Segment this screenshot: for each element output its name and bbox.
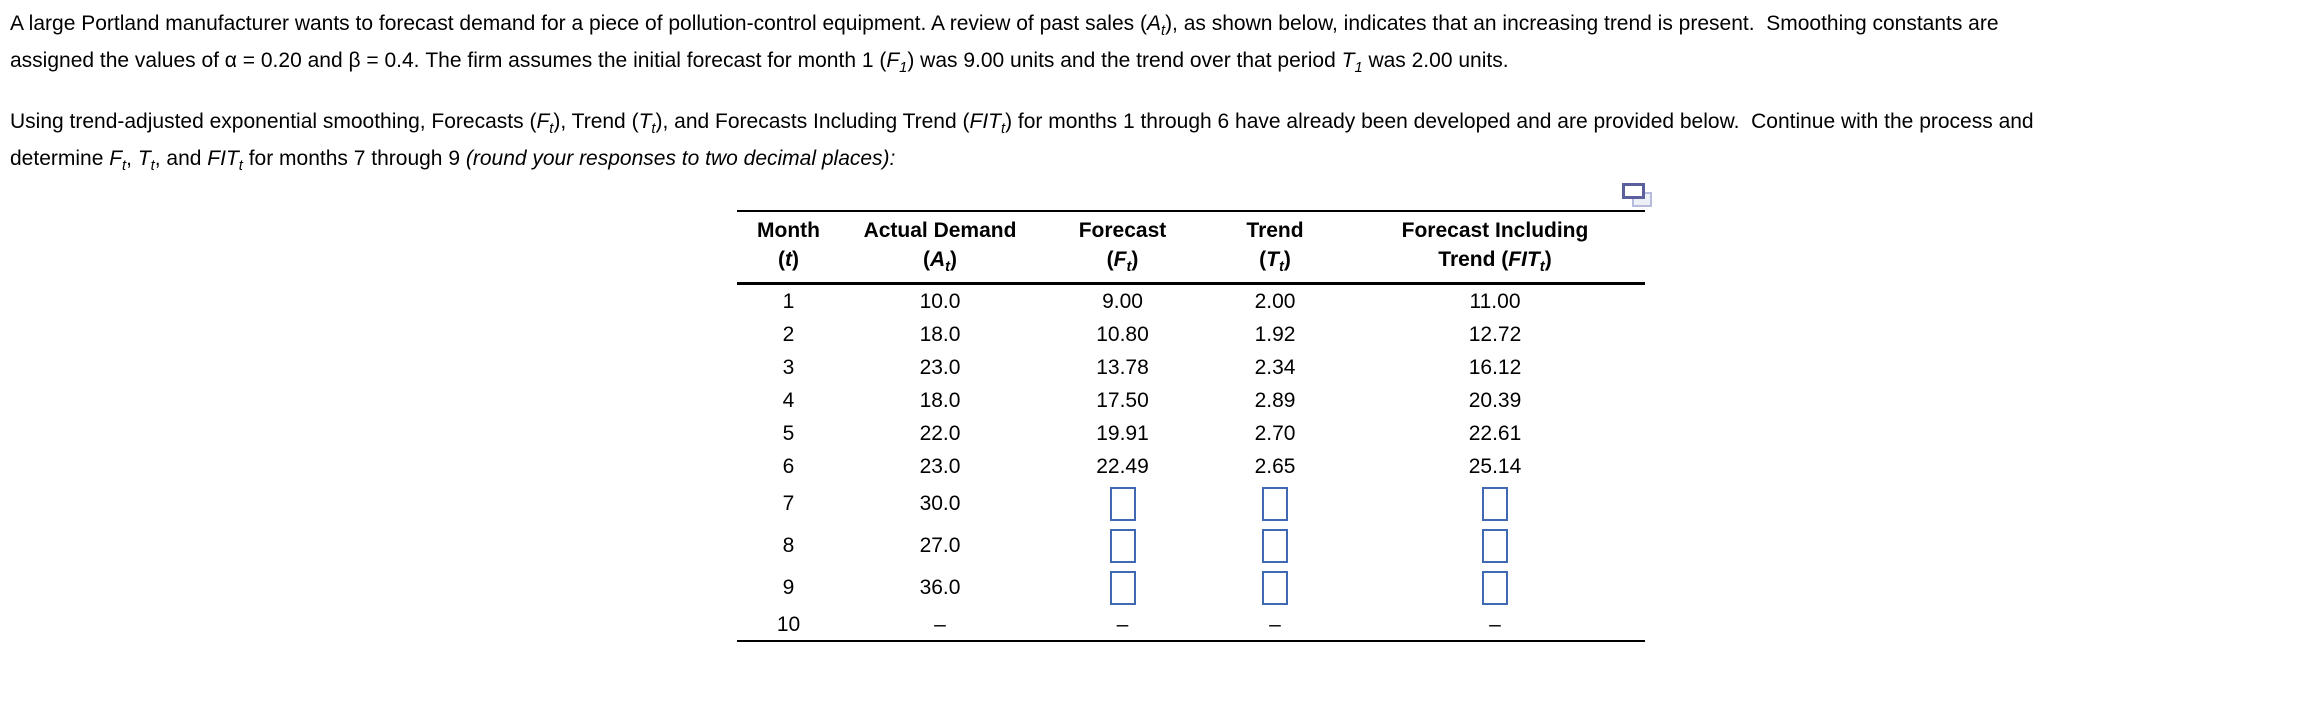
cell-actual-demand: – bbox=[934, 612, 946, 636]
column-header-month-line1: Month bbox=[757, 219, 820, 242]
column-header-month-line2: (t) bbox=[778, 248, 799, 271]
cell-forecast: 19.91 bbox=[1096, 421, 1149, 445]
problem-statement: A large Portland manufacturer wants to f… bbox=[10, 5, 1999, 79]
problem-statement-line-1: A large Portland manufacturer wants to f… bbox=[10, 12, 1999, 40]
table-row-month-3: 3 23.0 13.78 2.34 16.12 bbox=[737, 351, 1645, 384]
task-instructions: Using trend-adjusted exponential smoothi… bbox=[10, 103, 2034, 177]
cell-forecast: – bbox=[1116, 612, 1129, 636]
cell-forecast: 13.78 bbox=[1096, 355, 1149, 379]
column-header-forecast-line1: Forecast bbox=[1078, 219, 1167, 242]
cell-forecast-including-trend bbox=[1482, 529, 1508, 563]
cell-forecast: 22.49 bbox=[1096, 454, 1149, 478]
cell-month: 2 bbox=[782, 322, 795, 346]
cell-trend: – bbox=[1269, 612, 1281, 636]
cell-forecast: 10.80 bbox=[1096, 322, 1149, 346]
table-row-month-9: 9 36.0 bbox=[737, 567, 1645, 609]
forecast-including-trend-answer-input-month-7[interactable] bbox=[1482, 487, 1508, 521]
column-header-trend-line1: Trend bbox=[1246, 219, 1304, 242]
copy-table-icon[interactable] bbox=[1622, 183, 1654, 211]
cell-forecast-including-trend: 25.14 bbox=[1468, 454, 1522, 478]
cell-forecast: 17.50 bbox=[1096, 388, 1149, 412]
cell-trend bbox=[1262, 529, 1288, 563]
problem-statement-line-2: assigned the values of α = 0.20 and β = … bbox=[10, 49, 1509, 77]
column-header-trend-line2: (Tt) bbox=[1259, 248, 1291, 276]
cell-actual-demand: 22.0 bbox=[919, 421, 961, 445]
column-header-actual-demand-line2: (At) bbox=[922, 248, 958, 276]
cell-month: 7 bbox=[782, 492, 795, 515]
cell-forecast-including-trend: 12.72 bbox=[1468, 322, 1522, 346]
cell-trend bbox=[1262, 571, 1288, 605]
cell-trend: 2.65 bbox=[1254, 454, 1296, 478]
cell-forecast bbox=[1109, 487, 1136, 521]
table-row-month-1: 1 10.0 9.00 2.00 11.00 bbox=[737, 285, 1645, 318]
table-row-month-8: 8 27.0 bbox=[737, 525, 1645, 567]
cell-month: 10 bbox=[776, 612, 801, 636]
cell-trend: 1.92 bbox=[1254, 322, 1296, 346]
column-header-forecast-line2: (Ft) bbox=[1106, 248, 1139, 276]
column-header-actual-demand: Actual Demand (At) bbox=[840, 216, 1040, 276]
cell-month: 1 bbox=[782, 289, 795, 313]
cell-forecast-including-trend: 20.39 bbox=[1468, 388, 1522, 412]
column-header-forecast: Forecast (Ft) bbox=[1040, 216, 1205, 276]
cell-actual-demand: 23.0 bbox=[919, 355, 961, 379]
cell-forecast-including-trend: – bbox=[1489, 612, 1501, 636]
cell-trend: 2.34 bbox=[1254, 355, 1296, 379]
cell-month: 3 bbox=[782, 355, 795, 379]
cell-actual-demand: 18.0 bbox=[919, 322, 961, 346]
cell-trend: 2.89 bbox=[1254, 388, 1296, 412]
table-row-month-6: 6 23.0 22.49 2.65 25.14 bbox=[737, 450, 1645, 483]
cell-actual-demand: 10.0 bbox=[919, 289, 961, 313]
cell-month: 6 bbox=[782, 454, 795, 478]
cell-actual-demand: 36.0 bbox=[919, 576, 961, 599]
cell-forecast-including-trend bbox=[1482, 487, 1508, 521]
table-row-month-5: 5 22.0 19.91 2.70 22.61 bbox=[737, 417, 1645, 450]
task-instructions-line-1: Using trend-adjusted exponential smoothi… bbox=[10, 110, 2034, 138]
trend-answer-input-month-8[interactable] bbox=[1262, 529, 1288, 563]
cell-forecast bbox=[1109, 571, 1136, 605]
cell-month: 5 bbox=[782, 421, 795, 445]
cell-forecast-including-trend bbox=[1482, 571, 1508, 605]
cell-actual-demand: 18.0 bbox=[919, 388, 961, 412]
forecast-answer-input-month-8[interactable] bbox=[1109, 529, 1136, 563]
trend-answer-input-month-9[interactable] bbox=[1262, 571, 1288, 605]
table-row-month-4: 4 18.0 17.50 2.89 20.39 bbox=[737, 384, 1645, 417]
cell-trend: 2.00 bbox=[1254, 289, 1296, 313]
forecast-answer-input-month-9[interactable] bbox=[1109, 571, 1136, 605]
column-header-forecast-including-trend: Forecast Including Trend (FITt) bbox=[1345, 216, 1645, 276]
forecast-answer-input-month-7[interactable] bbox=[1109, 487, 1136, 521]
cell-actual-demand: 30.0 bbox=[919, 492, 961, 515]
table-row-month-10: 10 – – – – bbox=[737, 609, 1645, 640]
cell-forecast: 9.00 bbox=[1102, 289, 1143, 313]
column-header-forecast-including-trend-line1: Forecast Including bbox=[1401, 219, 1589, 242]
cell-forecast-including-trend: 11.00 bbox=[1469, 289, 1521, 313]
table-row-month-7: 7 30.0 bbox=[737, 483, 1645, 525]
column-header-trend: Trend (Tt) bbox=[1205, 216, 1345, 276]
forecast-including-trend-answer-input-month-8[interactable] bbox=[1482, 529, 1508, 563]
cell-actual-demand: 27.0 bbox=[919, 534, 961, 557]
trend-answer-input-month-7[interactable] bbox=[1262, 487, 1288, 521]
table-row-month-2: 2 18.0 10.80 1.92 12.72 bbox=[737, 318, 1645, 351]
column-header-forecast-including-trend-line2: Trend (FITt) bbox=[1438, 248, 1552, 276]
copy-icon-front-rectangle bbox=[1622, 183, 1645, 199]
forecast-table: Month (t) Actual Demand (At) Forecast (Ft) Tre… bbox=[737, 210, 1645, 642]
cell-actual-demand: 23.0 bbox=[919, 454, 961, 478]
cell-forecast bbox=[1109, 529, 1136, 563]
column-header-actual-demand-line1: Actual Demand bbox=[863, 219, 1017, 242]
cell-forecast-including-trend: 16.12 bbox=[1468, 355, 1522, 379]
cell-month: 4 bbox=[782, 388, 795, 412]
forecast-including-trend-answer-input-month-9[interactable] bbox=[1482, 571, 1508, 605]
table-body: 1 10.0 9.00 2.00 11.00 2 18.0 10.80 1.92 12.72 3 23… bbox=[737, 285, 1645, 642]
cell-month: 9 bbox=[782, 576, 795, 599]
task-instructions-line-2: determine Ft, Tt, and FITt for months 7 … bbox=[10, 147, 896, 175]
cell-trend: 2.70 bbox=[1254, 421, 1296, 445]
cell-month: 8 bbox=[782, 534, 795, 557]
cell-forecast-including-trend: 22.61 bbox=[1468, 421, 1522, 445]
column-header-month: Month (t) bbox=[737, 216, 840, 274]
cell-trend bbox=[1262, 487, 1288, 521]
table-header-row: Month (t) Actual Demand (At) Forecast (Ft) Tre… bbox=[737, 210, 1645, 285]
